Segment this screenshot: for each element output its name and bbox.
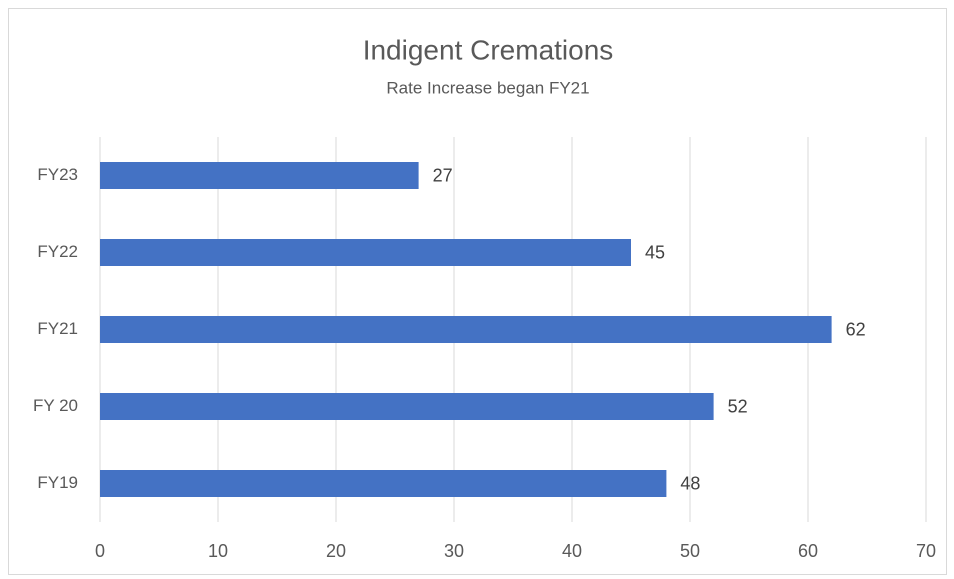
y-tick-label: FY21 [37,319,78,338]
x-tick-label: 0 [95,541,105,561]
bar [100,162,419,189]
y-tick-label: FY19 [37,473,78,492]
data-label: 52 [728,396,748,416]
x-tick-label: 40 [562,541,582,561]
bar [100,239,631,266]
bar [100,470,667,497]
data-label: 27 [433,165,453,185]
x-tick-label: 10 [208,541,228,561]
bar [100,316,832,343]
y-tick-label: FY23 [37,165,78,184]
x-tick-label: 20 [326,541,346,561]
data-label: 45 [645,242,665,262]
data-label: 62 [846,319,866,339]
x-tick-label: 30 [444,541,464,561]
chart-subtitle: Rate Increase began FY21 [386,78,589,97]
x-tick-label: 70 [916,541,936,561]
chart-title: Indigent Cremations [363,34,614,65]
data-label: 48 [680,473,700,493]
y-tick-label: FY22 [37,242,78,261]
bar [100,393,714,420]
y-tick-label: FY 20 [33,396,78,415]
x-tick-label: 50 [680,541,700,561]
x-tick-label: 60 [798,541,818,561]
